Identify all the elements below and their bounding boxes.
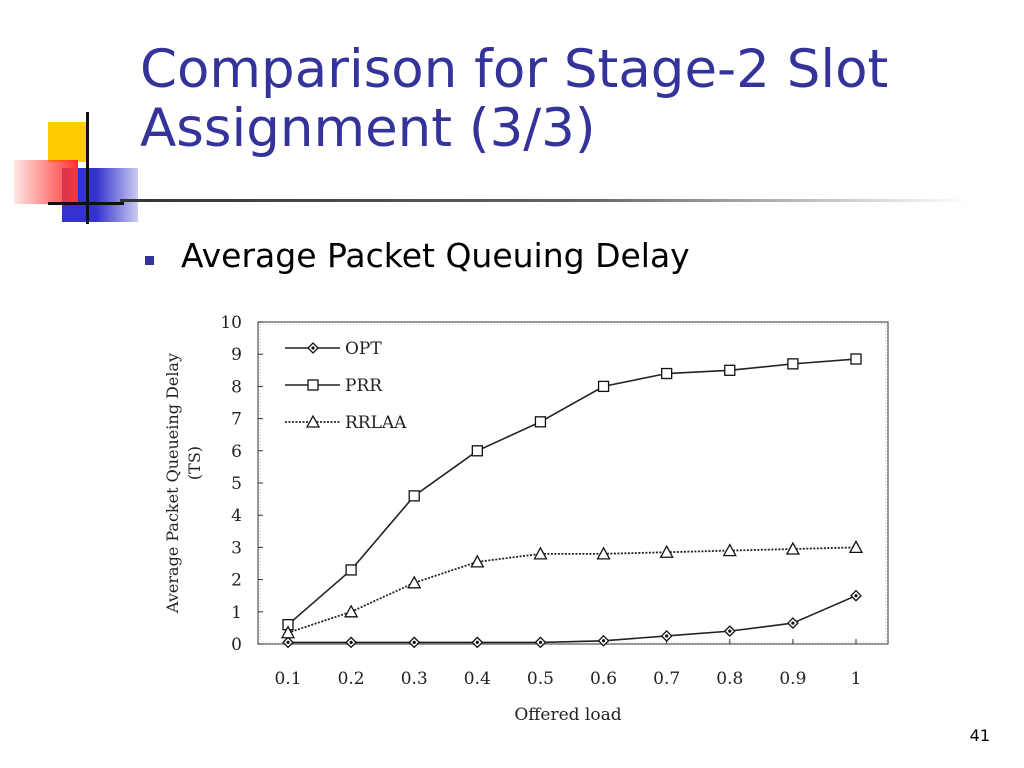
slide-title-line2: Assignment (3/3) xyxy=(140,98,596,159)
point-rrlaa xyxy=(659,544,674,558)
point-opt-dot xyxy=(665,634,669,638)
legend-marker-opt-dot xyxy=(311,346,315,350)
y-tick-label: 10 xyxy=(220,313,242,333)
deco-yellow-square xyxy=(48,122,86,162)
x-tick-label: 0.1 xyxy=(274,669,301,689)
point-rrlaa xyxy=(848,540,864,554)
y-tick-label: 9 xyxy=(231,345,242,365)
x-tick-label: 0.5 xyxy=(527,669,554,689)
point-opt-dot xyxy=(791,621,795,625)
y-tick-label: 0 xyxy=(231,635,242,655)
y-tick-label: 1 xyxy=(231,603,242,623)
slide-title: Comparison for Stage-2 Slot Assignment (… xyxy=(140,40,1000,158)
point-rrlaa xyxy=(407,575,422,589)
point-prr xyxy=(661,367,673,380)
point-prr xyxy=(534,416,547,428)
bullet-square-icon xyxy=(145,256,154,265)
y-tick-label: 3 xyxy=(231,538,242,558)
x-tick-label: 1 xyxy=(851,669,862,689)
y-axis-label-line2: (TS) xyxy=(185,446,204,480)
point-prr xyxy=(787,358,799,370)
x-tick-label: 0.9 xyxy=(779,669,806,689)
point-prr xyxy=(597,380,610,393)
plot-frame xyxy=(257,321,889,645)
point-rrlaa xyxy=(344,604,359,618)
point-prr xyxy=(345,564,357,576)
point-opt-dot xyxy=(728,629,732,633)
x-tick-label: 0.8 xyxy=(716,669,743,689)
point-rrlaa xyxy=(596,546,611,560)
point-prr xyxy=(408,490,420,502)
queuing-delay-chart: 0 1 2 3 4 5 6 7 8 9 10 0.1 0.2 0.3 0.4 0.5 0.6 0.7 0.8 0.9 1… xyxy=(163,313,889,725)
point-rrlaa xyxy=(470,554,485,568)
point-opt-dot xyxy=(854,594,858,598)
point-opt-dot xyxy=(475,640,479,644)
point-opt-dot xyxy=(538,640,543,644)
point-rrlaa xyxy=(722,543,737,557)
point-rrlaa xyxy=(533,546,548,560)
x-tick-label: 0.3 xyxy=(401,669,428,689)
legend-marker-rrlaa xyxy=(305,414,321,428)
x-tick-label: 0.6 xyxy=(590,669,617,689)
deco-vertical-line xyxy=(86,112,89,224)
legend-marker-prr xyxy=(307,379,319,391)
legend-label-opt: OPT xyxy=(345,339,382,359)
point-opt-dot xyxy=(601,639,606,643)
y-tick-label: 8 xyxy=(231,377,242,397)
plot-frame-inner xyxy=(259,323,887,643)
y-axis-label-line1: Average Packet Queueing Delay xyxy=(163,353,182,614)
slide-title-line1: Comparison for Stage-2 Slot xyxy=(140,39,889,100)
point-prr xyxy=(850,353,862,365)
point-opt-dot xyxy=(349,640,353,644)
x-tick-label: 0.7 xyxy=(653,669,680,689)
point-prr xyxy=(724,364,736,376)
page-number: 41 xyxy=(969,726,990,745)
bullet-text: Average Packet Queuing Delay xyxy=(181,236,690,275)
point-opt-dot xyxy=(412,640,416,644)
point-prr xyxy=(471,445,483,457)
deco-horizontal-line xyxy=(48,202,124,205)
title-underline xyxy=(120,199,970,202)
legend-label-prr: PRR xyxy=(345,376,383,396)
point-opt-dot xyxy=(286,640,290,644)
x-tick-label: 0.4 xyxy=(464,669,491,689)
y-tick-label: 7 xyxy=(231,410,242,430)
legend-label-rrlaa: RRLAA xyxy=(345,413,407,433)
y-tick-label: 4 xyxy=(231,506,242,526)
y-tick-label: 5 xyxy=(231,474,242,494)
point-rrlaa xyxy=(280,625,296,639)
x-tick-label: 0.2 xyxy=(338,669,365,689)
y-tick-label: 2 xyxy=(231,571,242,591)
series-line-rrlaa xyxy=(287,546,857,634)
series-line-prr xyxy=(287,358,857,626)
series-line-opt xyxy=(288,594,857,644)
y-tick-label: 6 xyxy=(231,442,242,462)
point-rrlaa xyxy=(785,541,800,555)
deco-red-square xyxy=(14,160,78,204)
x-axis-label: Offered load xyxy=(514,705,621,725)
